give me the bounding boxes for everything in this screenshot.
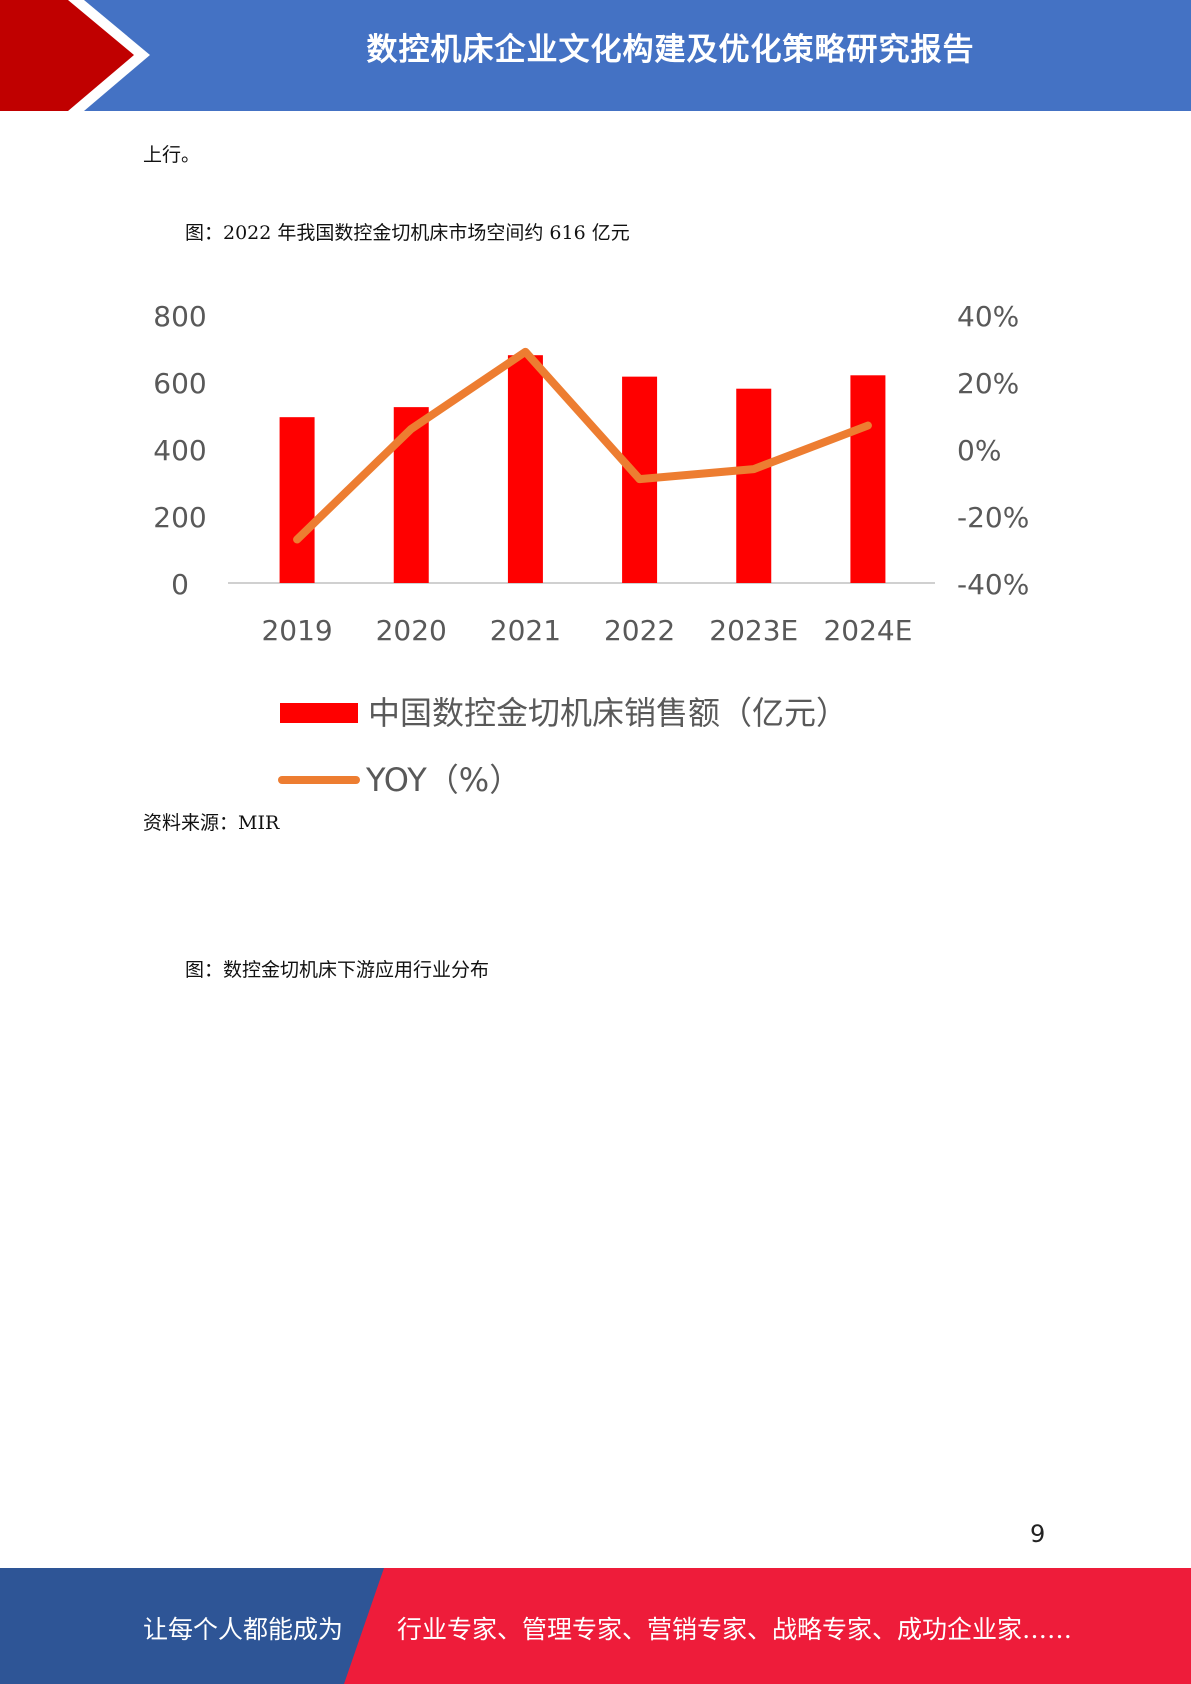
yoy-line (293, 347, 872, 544)
bar (850, 375, 886, 583)
right-tick-label: 0% (957, 434, 1001, 467)
footer-slogan-right: 行业专家、管理专家、营销专家、战略专家、成功企业家…… (397, 1615, 1073, 1644)
left-tick-label: 600 (153, 367, 206, 400)
x-tick-label: 2022 (604, 614, 675, 647)
left-tick-label: 0 (171, 568, 189, 601)
figure1-caption: 图：2022 年我国数控金切机床市场空间约 616 亿元 (185, 222, 630, 244)
x-tick-label: 2019 (261, 614, 332, 647)
page-number: 9 (1030, 1520, 1046, 1548)
legend-label-bars: 中国数控金切机床销售额（亿元） (368, 694, 848, 732)
right-tick-label: -40% (957, 568, 1029, 601)
footer-slogan-left: 让每个人都能成为 (143, 1615, 344, 1644)
header-banner (0, 0, 1191, 111)
page-footer: 让每个人都能成为 行业专家、管理专家、营销专家、战略专家、成功企业家…… (0, 1568, 1191, 1684)
bar (279, 417, 315, 583)
header-title: 数控机床企业文化构建及优化策略研究报告 (366, 32, 975, 68)
source-text: 资料来源：MIR (143, 812, 280, 834)
x-tick-label: 2023E (709, 614, 798, 647)
left-tick-label: 400 (153, 434, 206, 467)
right-tick-label: 20% (957, 367, 1019, 400)
figure2-caption: 图：数控金切机床下游应用行业分布 (185, 959, 490, 981)
sales-chart: 0 200 400 600 800 -40% -20% 0% 20% 40% 2019 2020 202… (130, 275, 1060, 805)
legend-swatch-bars (280, 703, 358, 723)
right-tick-label: 40% (957, 300, 1019, 333)
left-tick-label: 800 (153, 300, 206, 333)
x-tick-label: 2021 (490, 614, 561, 647)
left-tick-label: 200 (153, 501, 206, 534)
x-tick-label: 2020 (376, 614, 447, 647)
x-tick-label: 2024E (823, 614, 912, 647)
right-tick-label: -20% (957, 501, 1029, 534)
bar (507, 355, 543, 583)
footer-banner (0, 1568, 1191, 1684)
chart-svg: 0 200 400 600 800 -40% -20% 0% 20% 40% 2019 2020 202… (153, 300, 1029, 799)
page-header: 数控机床企业文化构建及优化策略研究报告 (0, 0, 1191, 111)
legend-label-line: YOY（%） (365, 761, 521, 799)
continuation-text: 上行。 (143, 144, 201, 166)
bar (736, 388, 772, 583)
